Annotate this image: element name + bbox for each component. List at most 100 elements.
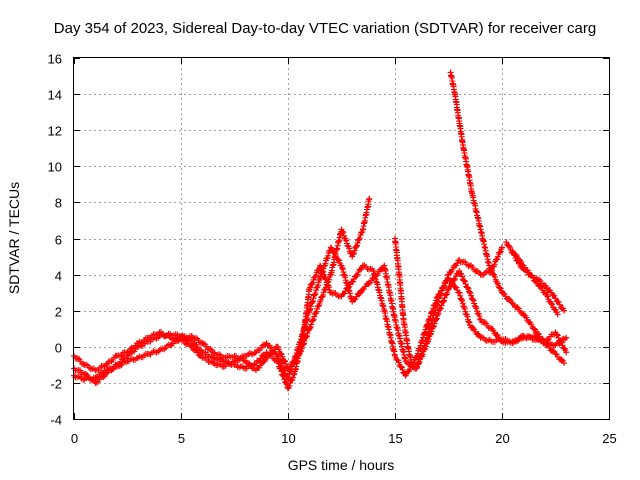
data-trace-segment bbox=[392, 317, 409, 362]
data-trace-segment bbox=[350, 287, 365, 303]
data-trace-segment bbox=[456, 290, 473, 326]
data-point bbox=[548, 300, 555, 307]
data-trace-segment bbox=[189, 340, 205, 354]
series-track-5 bbox=[447, 69, 568, 367]
data-point bbox=[124, 349, 131, 356]
data-trace-segment bbox=[448, 72, 458, 96]
data-trace-segment bbox=[542, 291, 554, 306]
data-trace-segment bbox=[300, 286, 313, 340]
data-trace-segment bbox=[405, 345, 415, 367]
data-trace-segment bbox=[93, 369, 108, 381]
y-tick-label: 4 bbox=[55, 269, 62, 284]
y-axis-label: SDTVAR / TECUs bbox=[6, 182, 22, 294]
data-trace-segment bbox=[413, 323, 430, 360]
data-trace-segment bbox=[307, 301, 323, 331]
series-track-3 bbox=[71, 195, 373, 383]
data-trace-segment bbox=[555, 299, 566, 312]
data-trace-segment bbox=[222, 358, 236, 369]
data-trace-segment bbox=[360, 196, 372, 232]
data-trace-segment bbox=[200, 340, 215, 353]
data-point bbox=[561, 307, 568, 314]
data-trace-segment bbox=[254, 341, 269, 354]
data-trace-segment bbox=[158, 329, 172, 340]
data-trace-segment bbox=[189, 345, 205, 359]
data-point bbox=[424, 322, 431, 329]
data-trace-segment bbox=[233, 353, 247, 364]
data-trace-segment bbox=[317, 272, 334, 303]
x-axis-label: GPS time / hours bbox=[288, 457, 395, 473]
data-trace-segment bbox=[456, 120, 467, 151]
data-trace-segment bbox=[381, 308, 398, 358]
data-trace-segment bbox=[435, 287, 451, 317]
data-point bbox=[563, 334, 570, 341]
data-point bbox=[563, 349, 570, 356]
y-tick-label: 8 bbox=[55, 196, 62, 211]
data-trace-segment bbox=[147, 348, 162, 358]
data-trace-segment bbox=[349, 229, 366, 258]
data-trace-segment bbox=[521, 312, 537, 332]
data-trace-segment bbox=[243, 350, 258, 360]
data-trace-segment bbox=[486, 265, 496, 277]
data-trace-segment bbox=[222, 352, 236, 361]
x-tick-label: 0 bbox=[71, 431, 78, 446]
data-trace-segment bbox=[542, 282, 554, 294]
y-tick-label: -4 bbox=[50, 413, 62, 428]
data-point bbox=[366, 195, 373, 202]
data-trace-segment bbox=[479, 268, 493, 278]
data-trace-segment bbox=[510, 301, 526, 317]
data-trace-segment bbox=[465, 168, 475, 195]
data-trace-segment bbox=[147, 331, 162, 341]
data-trace-segment bbox=[410, 363, 418, 372]
data-trace-segment bbox=[317, 247, 334, 280]
data-trace-segment bbox=[168, 335, 183, 349]
series-track-4 bbox=[392, 235, 505, 372]
data-trace-segment bbox=[473, 209, 484, 230]
data-trace-segment bbox=[467, 290, 483, 322]
data-trace-segment bbox=[93, 362, 108, 374]
data-trace-segment bbox=[468, 324, 483, 339]
data-trace-segment bbox=[350, 264, 365, 285]
data-trace-segment bbox=[392, 238, 403, 277]
data-trace-segment bbox=[478, 319, 493, 331]
series-track-7 bbox=[509, 248, 561, 318]
y-tick-label: 12 bbox=[48, 124, 62, 139]
chart-title: Day 354 of 2023, Sidereal Day-to-day VTE… bbox=[54, 20, 596, 37]
data-trace-segment bbox=[200, 349, 215, 360]
data-point bbox=[327, 244, 334, 251]
data-point bbox=[561, 360, 568, 367]
data-point bbox=[533, 278, 540, 285]
data-trace-segment bbox=[296, 309, 312, 348]
y-tick-label: 14 bbox=[48, 88, 62, 103]
data-point bbox=[531, 325, 538, 332]
data-trace-segment bbox=[543, 342, 558, 355]
y-tick-label: 0 bbox=[55, 341, 62, 356]
data-trace-segment bbox=[306, 276, 323, 313]
series-track-2 bbox=[71, 244, 570, 383]
data-trace-segment bbox=[479, 334, 493, 344]
data-trace-segment bbox=[435, 272, 451, 305]
data-trace-segment bbox=[126, 355, 140, 365]
data-trace-segment bbox=[296, 326, 312, 357]
data-point bbox=[509, 300, 516, 307]
data-trace-segment bbox=[517, 262, 526, 271]
data-trace-segment bbox=[482, 245, 492, 266]
y-tick-label: 2 bbox=[55, 305, 62, 320]
data-trace-segment bbox=[495, 283, 505, 294]
data-point bbox=[509, 248, 516, 255]
data-trace-segment bbox=[446, 257, 462, 276]
data-point bbox=[409, 361, 416, 368]
x-tick-label: 5 bbox=[178, 431, 185, 446]
data-point bbox=[499, 244, 505, 251]
data-trace-segment bbox=[83, 361, 97, 373]
data-trace-segment bbox=[275, 344, 291, 371]
data-trace-segment bbox=[478, 229, 488, 250]
data-trace-segment bbox=[233, 361, 247, 371]
data-trace-segment bbox=[285, 371, 297, 391]
data-trace-segment bbox=[413, 337, 430, 371]
data-trace-segment bbox=[521, 264, 532, 276]
plot-frame bbox=[73, 57, 610, 420]
data-trace-segment bbox=[510, 250, 522, 262]
data-trace-segment bbox=[339, 264, 355, 302]
data-trace-segment bbox=[553, 351, 566, 364]
